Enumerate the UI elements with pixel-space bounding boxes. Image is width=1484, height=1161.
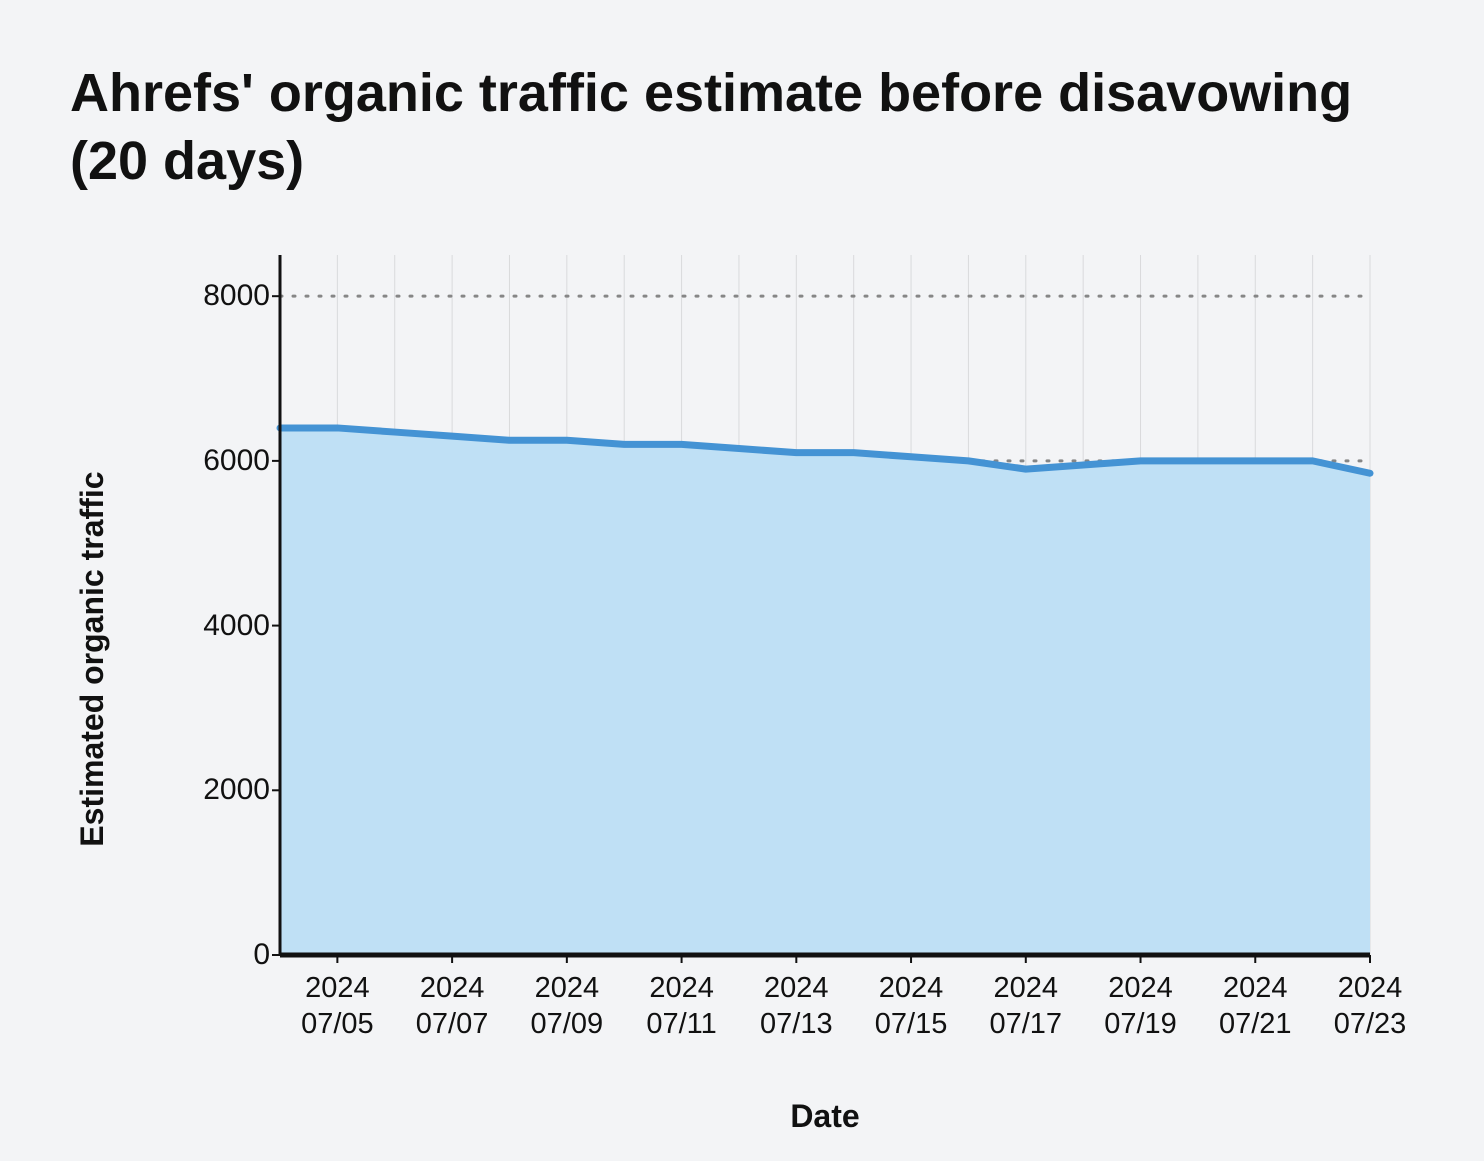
x-tick-label: 202407/07 [402, 970, 502, 1043]
y-tick-label: 4000 [150, 609, 270, 643]
x-tick-label: 202407/05 [287, 970, 387, 1043]
chart-svg [280, 255, 1370, 955]
x-tick-label: 202407/19 [1091, 970, 1191, 1043]
y-axis-label: Estimated organic traffic [74, 471, 111, 846]
x-tick-label: 202407/09 [517, 970, 617, 1043]
x-tick-label: 202407/21 [1205, 970, 1305, 1043]
x-tick-label: 202407/23 [1320, 970, 1420, 1043]
x-tick-label: 202407/13 [746, 970, 846, 1043]
y-tick-label: 2000 [150, 773, 270, 807]
chart-plot [280, 255, 1370, 955]
y-tick-label: 6000 [150, 444, 270, 478]
chart-container: Estimated organic traffic 0 2000 4000 6000 8… [70, 255, 1410, 1115]
x-tick-label: 202407/17 [976, 970, 1076, 1043]
y-tick-label: 0 [150, 938, 270, 972]
chart-title: Ahrefs' organic traffic estimate before … [70, 60, 1414, 195]
x-axis-label: Date [790, 1098, 859, 1135]
x-tick-label: 202407/11 [632, 970, 732, 1043]
y-tick-label: 8000 [150, 279, 270, 313]
x-tick-label: 202407/15 [861, 970, 961, 1043]
